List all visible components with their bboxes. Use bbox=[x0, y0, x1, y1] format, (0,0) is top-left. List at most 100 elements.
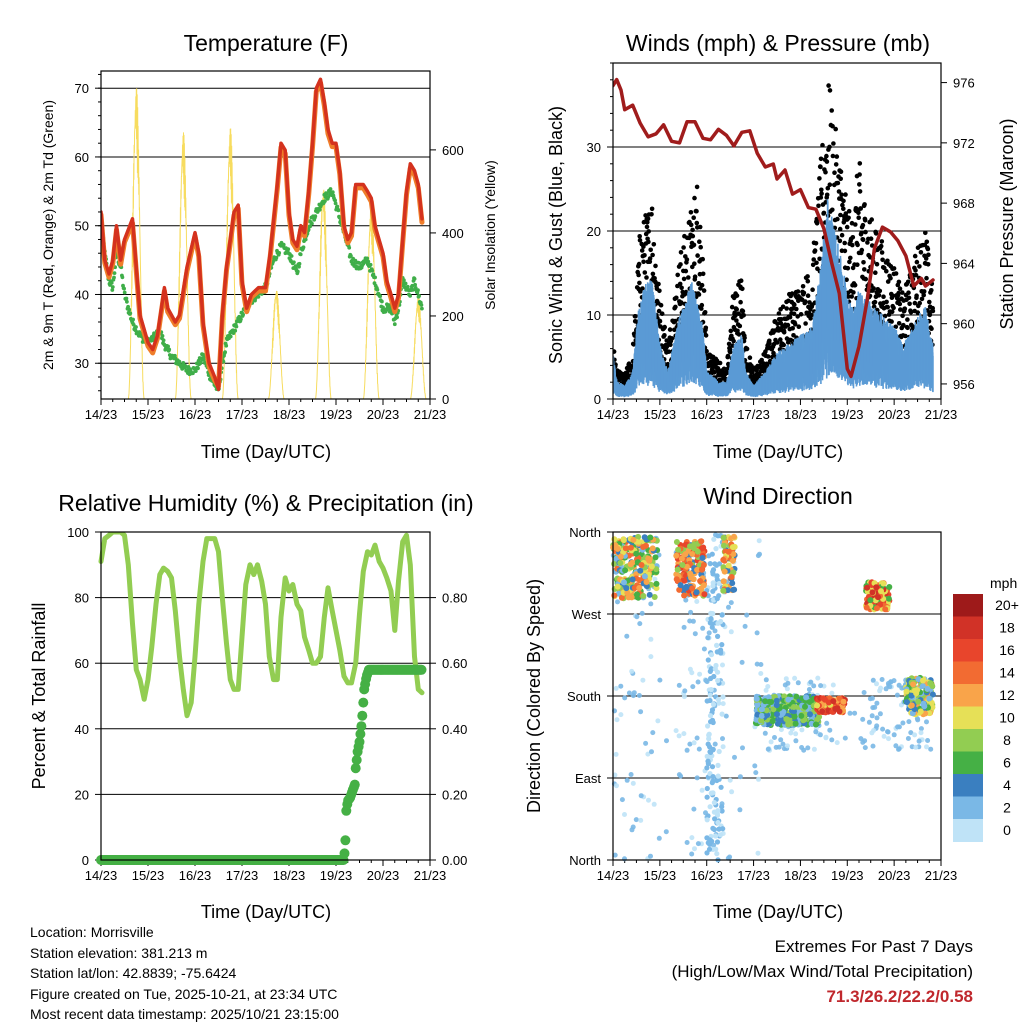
wind-direction-point bbox=[915, 717, 920, 722]
winds-panel: Winds (mph) & Pressure (mb) 010203014/23… bbox=[546, 30, 1017, 462]
gust-point bbox=[928, 313, 933, 318]
gust-point bbox=[853, 283, 858, 288]
gust-point bbox=[856, 215, 861, 220]
dewpoint-point bbox=[395, 315, 399, 319]
gust-point bbox=[738, 300, 743, 305]
gust-point bbox=[644, 275, 649, 280]
gust-point bbox=[855, 262, 860, 267]
gust-point bbox=[913, 268, 918, 273]
wind-direction-point bbox=[874, 723, 879, 728]
gust-point bbox=[739, 278, 744, 283]
y-tick-label: 50 bbox=[75, 219, 89, 234]
wind-direction-point bbox=[692, 740, 697, 745]
wind-direction-point bbox=[912, 732, 917, 737]
gust-point bbox=[803, 321, 808, 326]
wind-direction-point bbox=[823, 735, 828, 740]
wind-direction-point bbox=[653, 554, 659, 560]
wind-direction-point bbox=[713, 742, 718, 747]
gust-point bbox=[834, 162, 839, 167]
dewpoint-point bbox=[134, 325, 138, 329]
gust-point bbox=[878, 289, 883, 294]
wind-direction-point bbox=[778, 737, 783, 742]
gust-point bbox=[691, 215, 696, 220]
wind-direction-point bbox=[640, 544, 646, 550]
wind-direction-point bbox=[714, 563, 719, 568]
wind-direction-point bbox=[779, 727, 784, 732]
wind-direction-point bbox=[657, 836, 662, 841]
gust-point bbox=[781, 343, 786, 348]
wind-direction-point bbox=[622, 812, 627, 817]
wind-direction-point bbox=[648, 654, 653, 659]
wind-direction-point bbox=[622, 695, 627, 700]
gust-point bbox=[814, 261, 819, 266]
dewpoint-point bbox=[167, 348, 171, 352]
wind-direction-point bbox=[755, 630, 760, 635]
wind-direction-point bbox=[878, 686, 883, 691]
gust-point bbox=[643, 270, 648, 275]
y-tick-label: 40 bbox=[75, 722, 89, 737]
wind-direction-point bbox=[705, 723, 710, 728]
gust-point bbox=[826, 83, 831, 88]
wind-direction-point bbox=[664, 738, 669, 743]
gust-point bbox=[735, 293, 740, 298]
y2-tick-label: 976 bbox=[953, 76, 975, 91]
wind-direction-point bbox=[685, 748, 690, 753]
temperature-series bbox=[99, 79, 426, 399]
winds-series bbox=[611, 80, 936, 398]
wind-direction-point bbox=[712, 800, 717, 805]
wind-direction-point bbox=[644, 579, 650, 585]
gust-point bbox=[829, 108, 834, 113]
wind-direction-point bbox=[752, 763, 757, 768]
wind-direction-point bbox=[818, 683, 823, 688]
wind-direction-point bbox=[900, 721, 905, 726]
wind-direction-point bbox=[638, 818, 643, 823]
wind-direction-point bbox=[647, 592, 653, 598]
wind-direction-point bbox=[714, 851, 719, 856]
wind-direction-point bbox=[618, 554, 624, 560]
gust-point bbox=[907, 296, 912, 301]
wind-direction-point bbox=[628, 561, 634, 567]
gust-point bbox=[693, 274, 698, 279]
wind-direction-point bbox=[704, 850, 709, 855]
wind-direction-point bbox=[639, 562, 645, 568]
x-tick-label: 19/23 bbox=[320, 868, 353, 883]
gust-point bbox=[884, 269, 889, 274]
wind-direction-point bbox=[708, 561, 713, 566]
wind-direction-point bbox=[885, 729, 890, 734]
gust-point bbox=[831, 154, 836, 159]
wind-direction-point bbox=[874, 681, 879, 686]
gust-point bbox=[640, 248, 645, 253]
gust-point bbox=[858, 189, 863, 194]
gust-point bbox=[734, 318, 739, 323]
wind-direction-point bbox=[726, 605, 731, 610]
y2-tick-label: 968 bbox=[953, 196, 975, 211]
dewpoint-point bbox=[112, 276, 116, 280]
wind-direction-point bbox=[713, 833, 718, 838]
dewpoint-point bbox=[402, 278, 406, 282]
gust-point bbox=[917, 264, 922, 269]
gust-point bbox=[702, 288, 707, 293]
gust-point bbox=[806, 279, 811, 284]
wind-direction-point bbox=[623, 585, 629, 591]
wind-direction-point bbox=[878, 711, 883, 716]
gust-point bbox=[641, 260, 646, 265]
wind-direction-point bbox=[696, 680, 701, 685]
wind-direction-point bbox=[756, 851, 761, 856]
wind-direction-point bbox=[630, 827, 635, 832]
wind-direction-point bbox=[614, 783, 619, 788]
wind-direction-point bbox=[718, 832, 723, 837]
wind-direction-point bbox=[704, 835, 709, 840]
gust-point bbox=[636, 273, 641, 278]
gust-point bbox=[814, 241, 819, 246]
wind-direction-point bbox=[650, 545, 656, 551]
winds-ylabel: Sonic Wind & Gust (Blue, Black) bbox=[546, 106, 566, 364]
y2-tick-label: 600 bbox=[442, 143, 464, 158]
wind-direction-point bbox=[691, 807, 696, 812]
gust-point bbox=[718, 361, 723, 366]
wind-direction-point bbox=[732, 755, 737, 760]
y2-tick-label: 956 bbox=[953, 377, 975, 392]
wind-direction-point bbox=[705, 817, 710, 822]
solar-day-curve bbox=[222, 129, 238, 400]
rh-precip-title: Relative Humidity (%) & Precipitation (i… bbox=[58, 490, 473, 516]
